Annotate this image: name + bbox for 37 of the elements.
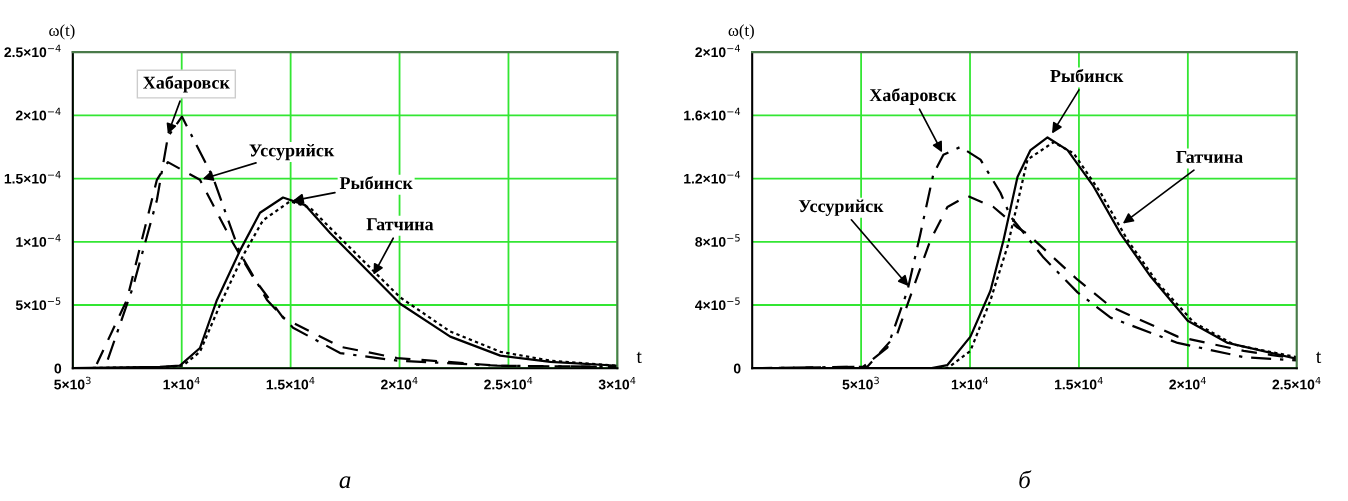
annotation: Гатчина <box>366 218 434 231</box>
x-axis-title: t <box>636 351 642 363</box>
text: б <box>1019 470 1032 489</box>
annotation: Уссурийск <box>249 143 335 161</box>
y-tick-label: 1.2×10$^{−4}$ <box>684 171 741 184</box>
x-tick-label: 2×10$^{4}$ <box>381 376 418 390</box>
x-tick-label: 1.5×10$^{4}$ <box>266 376 315 390</box>
x-axis-title: t <box>1316 351 1322 363</box>
y-axis-title: ω(t) <box>49 24 75 40</box>
annotation: Уссурийск <box>798 199 884 216</box>
x-tick-label: 5×10$^{3}$ <box>54 376 91 390</box>
annotation: Рыбинск <box>1050 68 1124 83</box>
x-tick-label: 1.5×10$^{4}$ <box>1055 376 1103 390</box>
y-tick-label: 2×10$^{−4}$ <box>695 44 741 58</box>
x-tick-label: 2×10$^{4}$ <box>1169 376 1206 390</box>
y-tick-label: 4×10$^{−5}$ <box>695 297 740 311</box>
x-tick-label: 3×10$^{4}$ <box>598 376 636 390</box>
x-tick-label: 2.5×10$^{4}$ <box>484 376 533 390</box>
y-tick-label: 1.5×10$^{−4}$ <box>4 171 61 184</box>
text: а <box>339 476 351 489</box>
y-tick-label: 2.5×10$^{−4}$ <box>4 44 61 58</box>
x-tick-label: 1×10$^{4}$ <box>951 376 989 390</box>
y-tick-label: 0 <box>54 363 62 374</box>
y-tick-label: 5×10$^{−5}$ <box>15 297 61 311</box>
y-tick-label: 1.6×10$^{−4}$ <box>684 107 741 121</box>
annotation: Рыбинск <box>339 176 413 190</box>
x-tick-label: 2.5×10$^{4}$ <box>1272 376 1321 390</box>
annotation: Гатчина <box>1176 151 1243 164</box>
x-tick-label: 5×10$^{3}$ <box>842 376 879 390</box>
y-tick-label: 8×10$^{−5}$ <box>695 234 740 247</box>
y-tick-label: 2×10$^{−4}$ <box>15 107 61 121</box>
annotation: Хабаровск <box>869 88 957 105</box>
y-tick-label: 0 <box>733 363 741 374</box>
y-tick-label: 1×10$^{−4}$ <box>16 234 61 247</box>
annotation: Хабаровск <box>143 75 230 93</box>
x-tick-label: 1×10$^{4}$ <box>163 376 200 390</box>
y-axis-title: ω(t) <box>728 24 754 40</box>
